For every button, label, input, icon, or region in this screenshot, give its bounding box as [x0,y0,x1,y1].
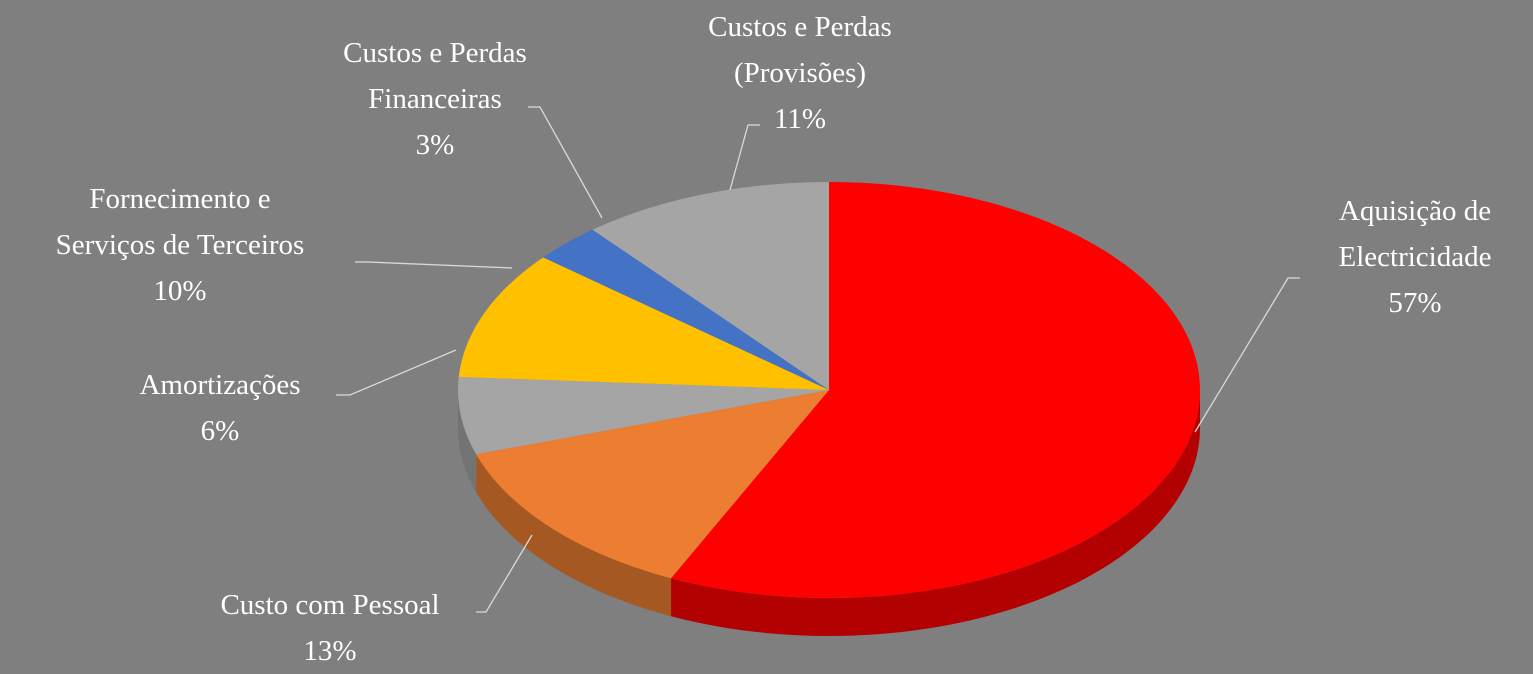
leader-line [528,106,603,219]
data-label: Amortizações 6% [95,362,345,454]
category-label: Custos e Perdas Financeiras [343,37,527,115]
pie-slice [458,376,829,455]
pie-slice-side [671,390,1200,636]
category-label: Aquisição de Electricidade [1338,195,1492,273]
leader-line [355,261,513,269]
category-label: Amortizações [139,369,301,401]
data-label: Custos e Perdas (Provisões) 11% [660,4,940,142]
pie-slice [476,390,829,579]
data-label: Custo com Pessoal 13% [170,582,490,674]
pie-slice-side [458,390,477,493]
percent-label: 57% [1388,287,1442,319]
data-label: Fornecimento e Serviços de Terceiros 10% [0,176,360,314]
leader-line [336,349,457,396]
leader-line [1194,277,1300,433]
percent-label: 13% [303,635,357,667]
pie-slice [458,257,829,390]
category-label: Fornecimento e Serviços de Terceiros [55,183,305,261]
pie-slice-side [476,454,672,617]
pie-slice [543,229,829,390]
leader-line [476,534,533,613]
percent-label: 3% [415,129,455,161]
pie-slice [671,182,1200,598]
percent-label: 10% [153,275,207,307]
percent-label: 11% [773,103,827,135]
leader-line [729,124,760,191]
pie [458,182,1200,636]
category-label: Custo com Pessoal [220,589,440,621]
data-label: Custos e Perdas Financeiras 3% [290,30,580,168]
pie-slice [592,182,829,390]
percent-label: 6% [200,415,240,447]
data-label: Aquisição de Electricidade 57% [1290,188,1533,326]
category-label: Custos e Perdas (Provisões) [708,11,892,89]
